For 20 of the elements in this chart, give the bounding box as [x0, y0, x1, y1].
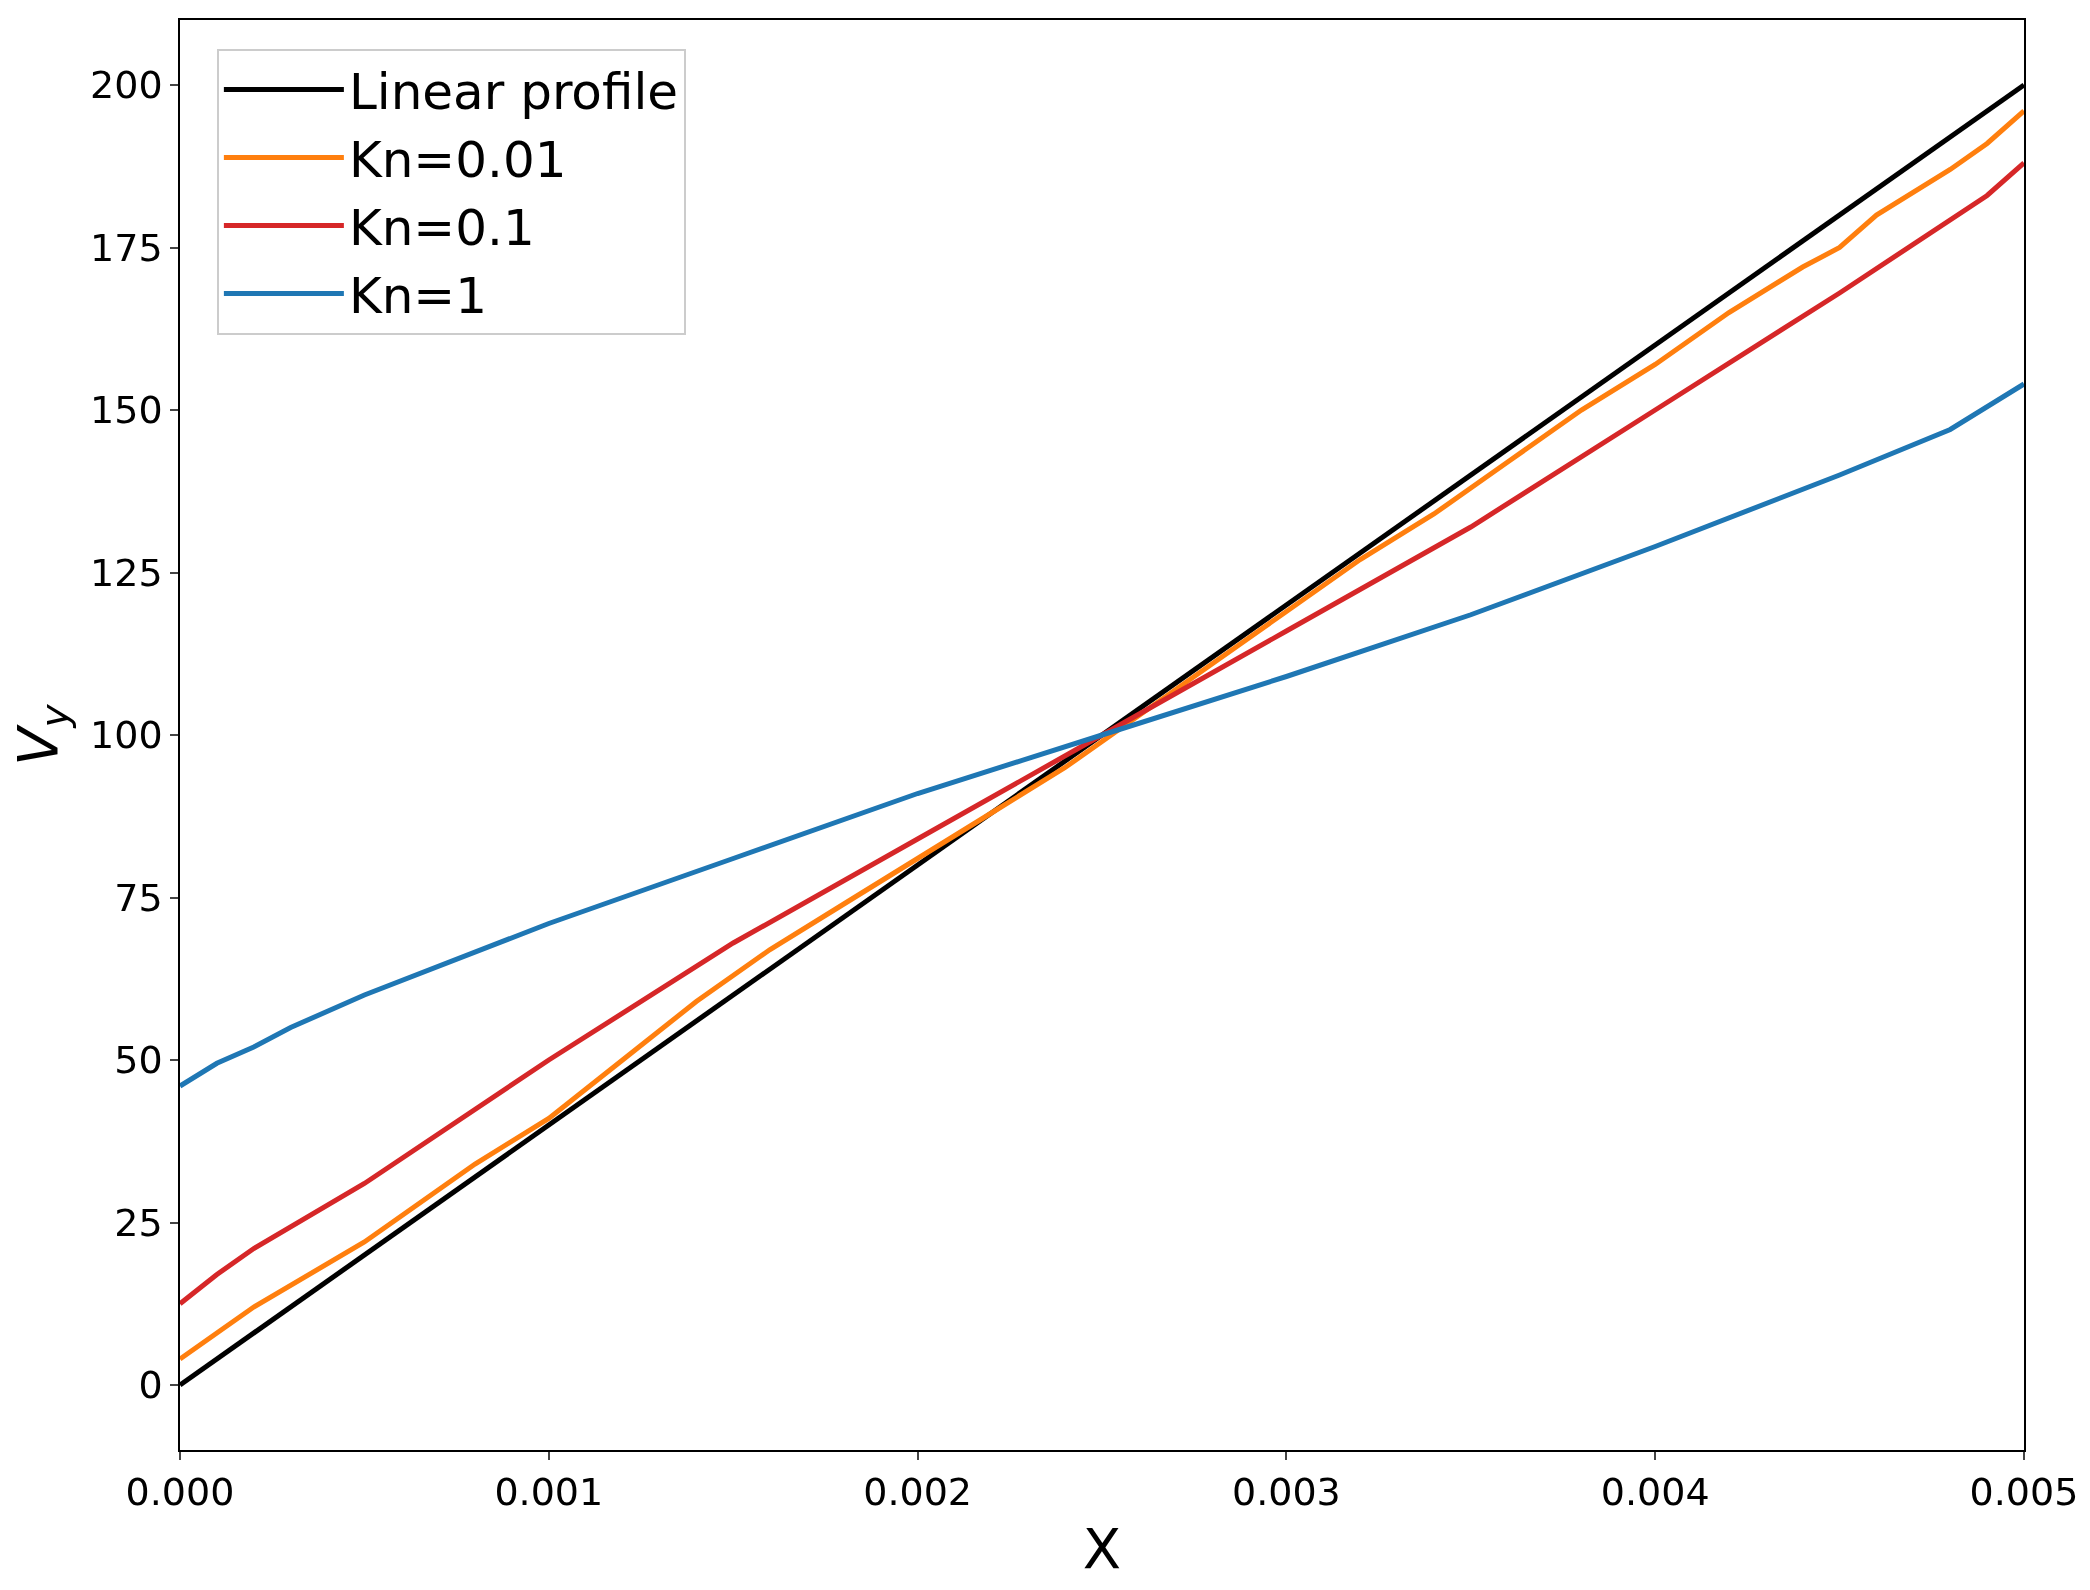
x-tick-label: 0.003 — [1232, 1470, 1341, 1515]
y-tick-label: 0 — [138, 1363, 163, 1408]
y-tick-label: 100 — [90, 713, 163, 758]
x-axis-title: X — [1082, 1515, 1122, 1581]
y-tick-label: 200 — [90, 63, 163, 108]
legend-label: Linear profile — [348, 63, 679, 122]
y-tick-label: 175 — [90, 225, 163, 270]
y-tick-label: 125 — [90, 550, 163, 595]
y-tick-label: 150 — [90, 388, 163, 433]
legend-label: Kn=0.01 — [348, 131, 567, 190]
legend-label: Kn=0.1 — [348, 199, 535, 258]
x-tick-label: 0.001 — [494, 1470, 604, 1515]
x-tick-label: 0.002 — [863, 1470, 972, 1515]
x-tick-label: 0.004 — [1600, 1470, 1710, 1515]
x-tick-label: 0.005 — [1969, 1470, 2079, 1515]
y-tick-label: 25 — [114, 1200, 163, 1245]
y-tick-label: 50 — [114, 1038, 163, 1083]
y-tick-label: 75 — [114, 875, 163, 920]
legend-label: Kn=1 — [348, 267, 488, 326]
x-tick-label: 0.000 — [125, 1470, 235, 1515]
